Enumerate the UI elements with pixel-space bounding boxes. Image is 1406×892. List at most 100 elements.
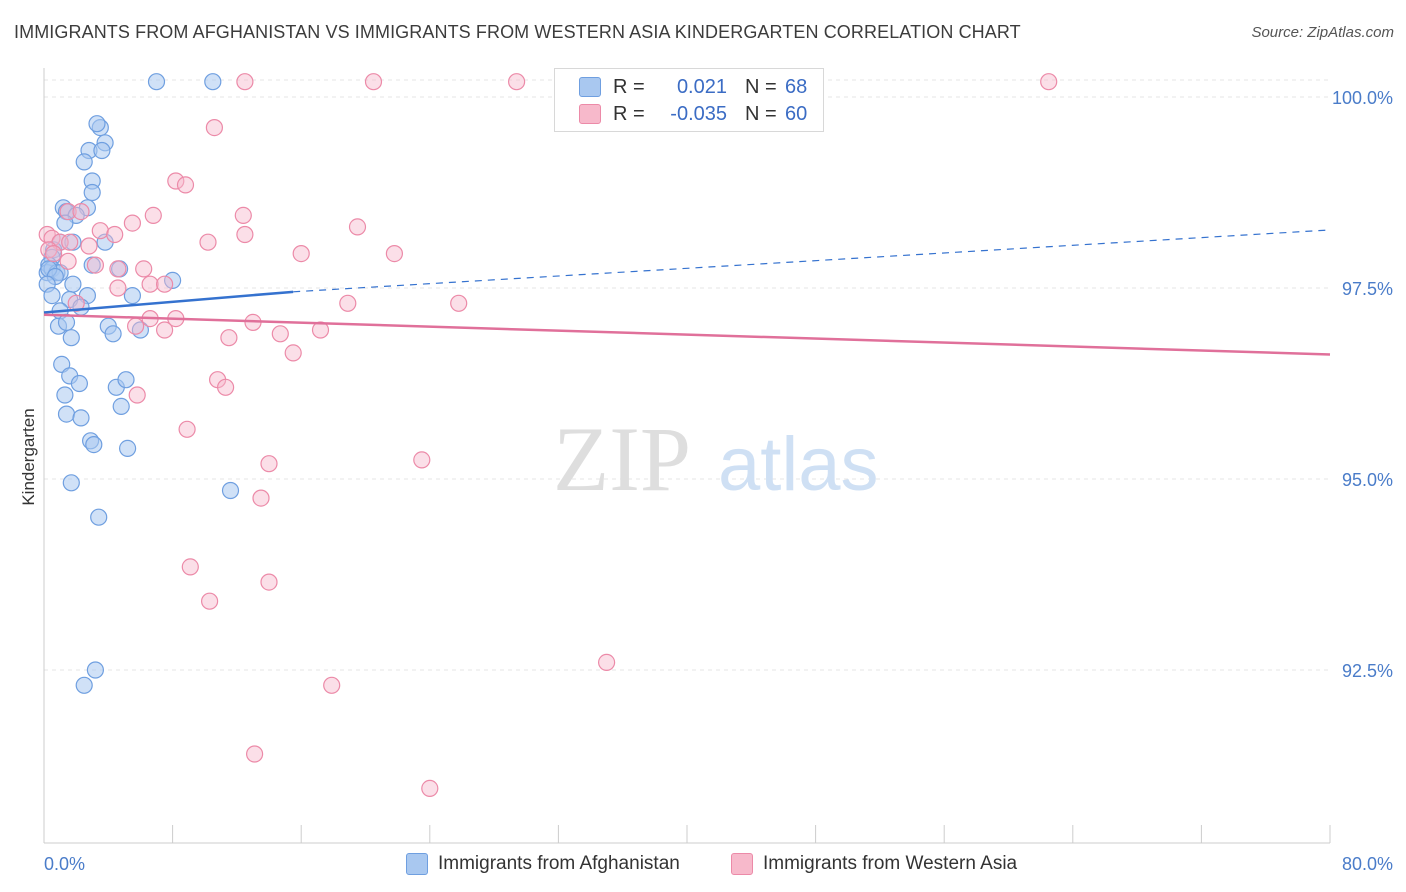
point-western-asia [260, 455, 278, 473]
point-western-asia [217, 378, 235, 396]
point-afghanistan [204, 73, 222, 91]
point-western-asia [156, 321, 174, 339]
y-tick-label: 97.5% [1342, 279, 1393, 299]
stats-legend-row-afghanistan: R = 0.021 N = 68 [579, 74, 807, 100]
chart-title: IMMIGRANTS FROM AFGHANISTAN VS IMMIGRANT… [14, 22, 1021, 42]
n-label: N = [745, 102, 777, 125]
point-western-asia [1040, 73, 1058, 91]
point-western-asia [348, 218, 367, 236]
point-western-asia [59, 203, 77, 221]
point-western-asia [271, 325, 289, 343]
point-western-asia [127, 317, 145, 335]
point-western-asia [44, 245, 63, 263]
point-afghanistan [117, 371, 135, 389]
point-western-asia [311, 321, 330, 339]
point-western-asia [201, 592, 219, 610]
point-western-asia [67, 294, 85, 312]
trend-line-afghanistan-projection [293, 229, 1331, 293]
r-label: R = [613, 102, 645, 125]
point-western-asia [364, 73, 383, 91]
point-western-asia [236, 225, 254, 244]
n-value-western-asia: 60 [785, 102, 808, 125]
point-afghanistan [56, 386, 74, 404]
watermark-zip: ZIP [553, 408, 691, 510]
point-afghanistan [118, 439, 137, 457]
legend-item-western-asia[interactable]: Immigrants from Western Asia [731, 852, 1017, 876]
point-western-asia [86, 256, 105, 274]
point-afghanistan [93, 141, 111, 160]
point-western-asia [176, 176, 195, 194]
point-western-asia [144, 206, 162, 224]
point-afghanistan [104, 325, 122, 343]
point-western-asia [106, 225, 124, 244]
point-afghanistan [70, 374, 89, 393]
point-afghanistan [88, 115, 106, 133]
n-value-afghanistan: 68 [785, 75, 808, 98]
point-western-asia [246, 745, 264, 763]
r-value-western-asia: -0.035 [670, 102, 727, 125]
legend-swatch-afghanistan [406, 853, 428, 875]
point-western-asia [421, 779, 439, 798]
y-tick-label: 92.5% [1342, 661, 1393, 681]
stats-legend-row-western-asia: R = -0.035 N = 60 [579, 101, 807, 127]
point-afghanistan [123, 287, 141, 305]
point-western-asia [167, 172, 185, 190]
x-tick-label: 80.0% [1342, 854, 1393, 874]
axes [43, 68, 1331, 844]
x-tick-label: 0.0% [44, 854, 85, 874]
point-western-asia [181, 558, 199, 576]
y-axis-label: Kindergarten [19, 408, 38, 505]
point-western-asia [141, 275, 159, 293]
point-western-asia [72, 203, 90, 221]
point-western-asia [323, 676, 341, 694]
legend-label-western-asia: Immigrants from Western Asia [763, 853, 1018, 874]
point-afghanistan [221, 481, 240, 500]
r-value-afghanistan: 0.021 [676, 75, 727, 98]
point-western-asia [284, 344, 302, 362]
point-western-asia [109, 260, 127, 278]
tick-labels: 92.5% 95.0% 97.5% 100.0% 0.0% 80.0% [44, 88, 1393, 874]
legend-item-afghanistan[interactable]: Immigrants from Afghanistan [406, 852, 680, 876]
point-afghanistan [43, 287, 61, 305]
legend-label-afghanistan: Immigrants from Afghanistan [438, 853, 680, 874]
point-afghanistan [90, 508, 108, 526]
point-western-asia [252, 489, 270, 507]
point-western-asia [236, 73, 254, 91]
point-western-asia [597, 653, 616, 672]
point-western-asia [507, 73, 526, 91]
point-afghanistan [112, 397, 130, 415]
point-afghanistan [57, 405, 76, 423]
point-western-asia [413, 451, 431, 469]
point-afghanistan [85, 436, 103, 454]
point-western-asia [234, 206, 252, 224]
point-western-asia [292, 245, 310, 263]
data-points [38, 73, 1058, 798]
point-afghanistan [75, 153, 93, 171]
point-western-asia [61, 233, 79, 251]
point-western-asia [260, 573, 278, 591]
point-afghanistan [75, 676, 93, 694]
trend-lines [43, 229, 1331, 356]
trend-line-western-asia [43, 313, 1331, 356]
point-western-asia [123, 214, 141, 232]
point-afghanistan [86, 661, 105, 679]
point-afghanistan [83, 183, 101, 202]
point-afghanistan [164, 271, 182, 289]
legend-swatch-western-asia [731, 853, 753, 875]
point-western-asia [135, 260, 153, 278]
point-western-asia [156, 275, 174, 293]
point-afghanistan [62, 474, 80, 492]
point-western-asia [199, 233, 217, 251]
point-western-asia [450, 294, 468, 312]
point-western-asia [178, 420, 196, 438]
point-western-asia [385, 245, 403, 263]
trend-line-afghanistan [43, 290, 294, 314]
point-western-asia [109, 279, 127, 297]
y-tick-label: 100.0% [1332, 88, 1393, 108]
afghanistan-swatch [579, 77, 601, 97]
r-label: R = [613, 75, 645, 98]
watermark-atlas: atlas [718, 422, 879, 507]
stats-legend: R = 0.021 N = 68 R = -0.035 N = 60 [554, 68, 824, 132]
point-afghanistan [147, 73, 166, 91]
